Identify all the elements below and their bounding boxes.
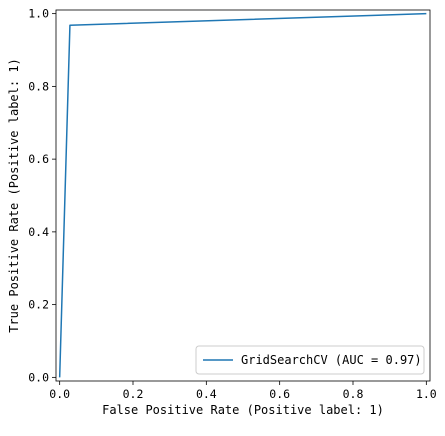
x-tick-label: 0.8 xyxy=(343,387,364,401)
x-tick-label: 0.2 xyxy=(123,387,144,401)
y-tick-label: 0.8 xyxy=(28,79,49,93)
y-tick-label: 0.2 xyxy=(28,298,49,312)
y-axis-ticks: 0.0 0.2 0.4 0.6 0.8 1.0 xyxy=(28,7,56,384)
x-axis-label: False Positive Rate (Positive label: 1) xyxy=(102,403,384,417)
x-tick-label: 0.4 xyxy=(196,387,217,401)
legend-box xyxy=(195,345,425,375)
y-tick-label: 0.4 xyxy=(28,225,49,239)
y-tick-label: 0.0 xyxy=(28,370,49,384)
x-tick-label: 1.0 xyxy=(416,387,437,401)
series-layer xyxy=(58,12,427,378)
legend-entry-label: GridSearchCV (AUC = 0.97) xyxy=(241,353,422,367)
y-axis-label: True Positive Rate (Positive label: 1) xyxy=(7,58,21,333)
legend: GridSearchCV (AUC = 0.97) xyxy=(195,345,425,375)
x-axis-ticks: 0.0 0.2 0.4 0.6 0.8 1.0 xyxy=(49,381,437,401)
x-tick-label: 0.6 xyxy=(269,387,290,401)
y-tick-label: 0.6 xyxy=(28,152,49,166)
roc-curve-line xyxy=(58,12,427,378)
plot-frame xyxy=(55,9,431,382)
y-tick-label: 1.0 xyxy=(28,7,49,21)
x-tick-label: 0.0 xyxy=(49,387,70,401)
